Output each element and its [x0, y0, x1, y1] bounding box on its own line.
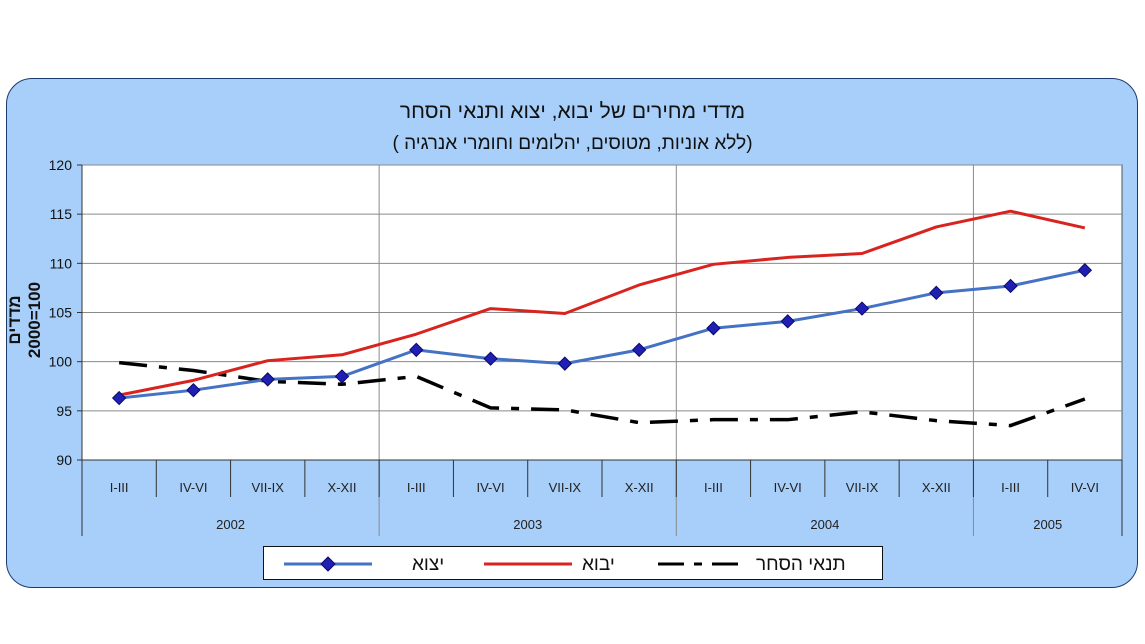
data-point-exports	[1003, 278, 1018, 294]
x-tick-label: X-XII	[922, 480, 951, 495]
y-tick-label: 95	[56, 403, 72, 419]
data-point-exports	[631, 342, 647, 358]
x-year-label: 2005	[1033, 517, 1062, 532]
x-year-label: 2004	[810, 517, 839, 532]
x-tick-label: I-III	[1001, 480, 1020, 495]
data-point-exports	[334, 369, 350, 384]
data-point-exports	[854, 301, 870, 316]
legend-item-terms-of-trade: תנאי הסחר	[656, 551, 876, 577]
x-tick-label: IV-VI	[179, 480, 207, 495]
y-tick-label: 90	[56, 452, 72, 468]
y-tick-label: 110	[50, 255, 73, 271]
data-point-exports	[780, 314, 795, 329]
series-line-2	[118, 360, 1086, 428]
legend-item-imports: יבוא	[482, 551, 642, 577]
x-tick-label: I-III	[407, 480, 426, 495]
legend-swatch-imports	[484, 562, 572, 566]
x-tick-label: I-III	[704, 480, 723, 495]
x-year-label: 2003	[513, 517, 542, 532]
x-tick-label: VII-IX	[549, 480, 582, 495]
series-line-0	[118, 268, 1086, 400]
data-point-exports	[260, 372, 275, 387]
chart-title: מדדי מחירים של יבוא, יצוא ותנאי הסחר	[399, 100, 746, 123]
x-tick-label: IV-VI	[774, 480, 802, 495]
data-point-exports	[706, 321, 721, 336]
y-tick-label: 120	[49, 157, 73, 173]
y-tick-label: 100	[49, 354, 73, 370]
legend-swatch-exports	[284, 556, 372, 572]
series-line-1	[118, 209, 1086, 397]
x-year-label: 2002	[216, 517, 245, 532]
x-tick-label: X-XII	[625, 480, 654, 495]
x-tick-label: VII-IX	[251, 480, 284, 495]
data-point-exports	[557, 356, 573, 371]
legend-label-imports: יבוא	[582, 554, 615, 575]
x-tick-label: IV-VI	[1071, 480, 1099, 495]
data-point-exports	[1077, 263, 1093, 278]
data-point-exports	[111, 390, 127, 406]
x-tick-label: IV-VI	[476, 480, 504, 495]
legend-label-exports: יצוא	[412, 554, 445, 575]
data-point-exports	[929, 285, 944, 301]
legend-swatch-terms-of-trade	[658, 562, 746, 566]
legend: יצוא יבוא תנאי הסחר	[263, 546, 883, 580]
data-point-exports	[409, 342, 424, 358]
chart-subtitle: ( ללא אוניות, מטוסים, יהלומים וחומרי אנר…	[392, 133, 753, 154]
y-tick-label: 115	[50, 206, 73, 222]
x-tick-label: I-III	[110, 480, 129, 495]
x-tick-label: X-XII	[328, 480, 357, 495]
x-tick-label: VII-IX	[846, 480, 879, 495]
y-tick-label: 105	[49, 305, 73, 321]
data-point-exports	[186, 382, 201, 398]
data-point-exports	[483, 351, 498, 366]
legend-label-terms-of-trade: תנאי הסחר	[756, 554, 846, 575]
legend-item-exports: יצוא	[282, 551, 445, 577]
